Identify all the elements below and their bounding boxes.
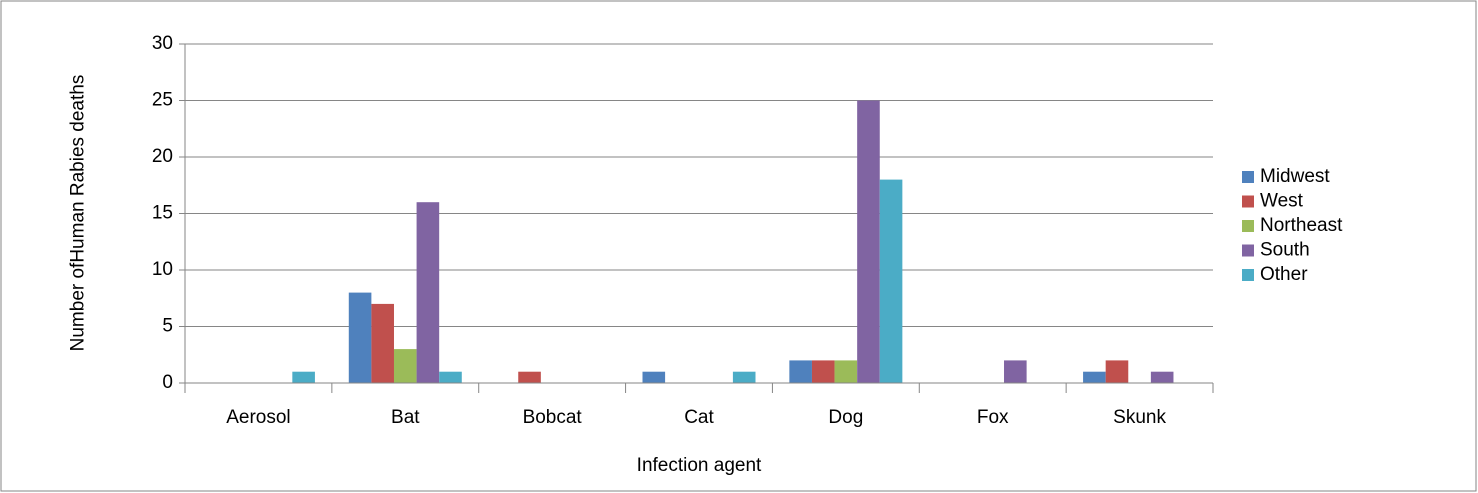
bar xyxy=(439,371,462,383)
legend-label: South xyxy=(1260,240,1310,261)
y-axis-title: Number ofHuman Rabies deaths xyxy=(67,74,89,352)
legend-swatch xyxy=(1242,171,1254,183)
y-tick-label: 15 xyxy=(152,203,173,224)
bar xyxy=(857,100,880,383)
legend-swatch xyxy=(1242,269,1254,281)
x-tick-label: Skunk xyxy=(1113,407,1166,428)
bar xyxy=(1004,360,1027,383)
legend-label: Midwest xyxy=(1260,166,1330,187)
legend-swatch xyxy=(1242,244,1254,257)
y-tick-label: 5 xyxy=(162,316,173,337)
bar xyxy=(1105,360,1129,383)
y-tick-label: 0 xyxy=(162,372,173,393)
bar xyxy=(1150,371,1174,383)
legend-swatch xyxy=(1242,220,1254,232)
bar xyxy=(732,371,756,383)
x-tick-label: Fox xyxy=(977,407,1009,428)
x-tick-label: Aerosol xyxy=(226,407,290,428)
bar xyxy=(642,371,666,383)
bar xyxy=(292,371,315,383)
x-tick-label: Dog xyxy=(828,407,863,428)
bar xyxy=(1083,371,1106,383)
bar xyxy=(518,371,541,383)
bar xyxy=(371,303,394,383)
bar xyxy=(834,360,858,383)
x-tick-label: Bat xyxy=(391,407,420,428)
x-tick-label: Cat xyxy=(684,407,714,428)
y-tick-label: 10 xyxy=(152,259,173,280)
y-tick-label: 25 xyxy=(152,90,173,111)
bar xyxy=(393,349,417,383)
legend-label: Northeast xyxy=(1260,215,1343,236)
bar xyxy=(348,292,372,383)
y-tick-label: 30 xyxy=(152,33,173,54)
legend-label: West xyxy=(1260,191,1304,212)
x-tick-label: Bobcat xyxy=(523,407,583,428)
bar xyxy=(416,202,440,383)
bar xyxy=(879,179,903,383)
x-axis-title: Infection agent xyxy=(637,455,762,476)
legend-swatch xyxy=(1242,195,1254,208)
bar xyxy=(811,360,835,383)
y-tick-label: 20 xyxy=(152,146,173,167)
bar xyxy=(789,360,812,383)
legend-label: Other xyxy=(1260,264,1308,285)
